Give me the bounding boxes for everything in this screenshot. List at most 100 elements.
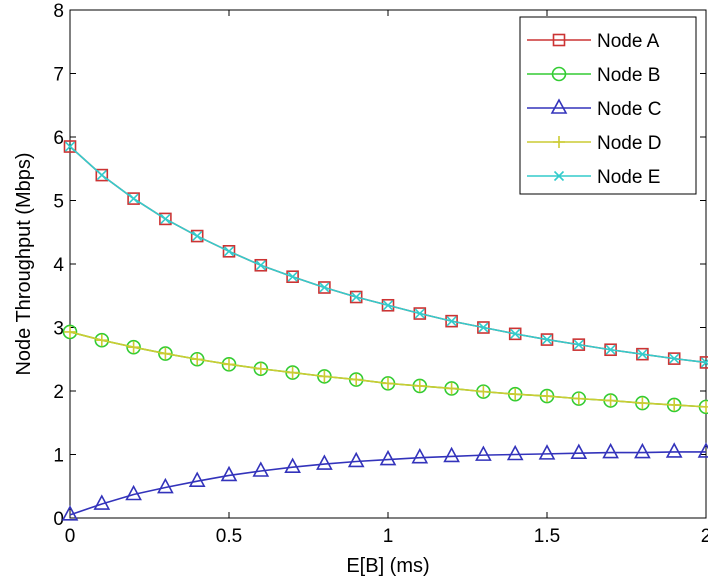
y-tick-label: 0 bbox=[53, 509, 64, 530]
data-point-node-a bbox=[95, 168, 109, 182]
data-point-node-b bbox=[126, 339, 141, 355]
data-point-node-c bbox=[475, 445, 492, 461]
data-point-node-d bbox=[318, 370, 331, 383]
y-tick-label: 4 bbox=[53, 255, 64, 276]
data-point-node-a bbox=[349, 290, 363, 304]
data-point-node-e bbox=[637, 349, 648, 360]
data-point-node-d bbox=[445, 382, 458, 395]
data-point-node-c bbox=[157, 477, 174, 494]
data-point-node-e bbox=[128, 193, 139, 204]
data-point-node-e bbox=[573, 339, 584, 350]
series-node-e bbox=[64, 141, 708, 368]
data-point-node-c bbox=[506, 444, 524, 461]
data-point-node-e bbox=[192, 230, 203, 242]
data-point-node-d bbox=[286, 366, 299, 379]
data-point-node-c bbox=[347, 451, 365, 468]
data-point-node-e bbox=[96, 170, 107, 181]
data-point-node-a bbox=[318, 281, 331, 294]
y-tick-label: 8 bbox=[53, 1, 64, 22]
data-point-node-b bbox=[158, 346, 173, 361]
series-line-node-c bbox=[69, 451, 706, 516]
legend: Node A Node B Node C Node D Node E bbox=[519, 16, 697, 195]
data-point-node-e bbox=[351, 291, 362, 303]
data-point-node-d bbox=[541, 390, 553, 403]
data-point-node-d bbox=[95, 334, 108, 347]
data-point-node-a bbox=[222, 245, 236, 258]
data-point-node-e bbox=[255, 260, 266, 271]
data-point-node-d bbox=[64, 325, 76, 338]
data-point-node-e bbox=[605, 344, 616, 355]
data-point-node-d bbox=[413, 379, 426, 392]
data-point-node-d bbox=[668, 398, 681, 411]
data-point-node-d bbox=[604, 394, 617, 407]
data-point-node-a bbox=[540, 333, 554, 346]
data-point-node-e bbox=[700, 357, 708, 368]
data-point-node-b bbox=[221, 357, 237, 372]
data-point-node-e bbox=[541, 334, 553, 345]
data-point-node-c bbox=[634, 442, 651, 459]
data-point-node-c bbox=[379, 449, 397, 466]
y-tick-label: 3 bbox=[53, 319, 64, 340]
data-point-node-d bbox=[159, 347, 172, 360]
x-tick-label: 0 bbox=[65, 526, 76, 547]
data-point-node-b bbox=[94, 332, 110, 348]
legend-label-node-c: Node C bbox=[597, 99, 661, 120]
y-axis-label: Node Throughput (Mbps) bbox=[13, 152, 35, 375]
legend-marker-node-c bbox=[550, 98, 568, 114]
legend-label-node-b: Node B bbox=[597, 65, 660, 86]
x-tick-label: 1 bbox=[383, 526, 394, 547]
legend-marker-node-e bbox=[553, 170, 565, 182]
data-point-node-c bbox=[93, 494, 111, 510]
legend-label-node-a: Node A bbox=[597, 31, 660, 52]
data-point-node-c bbox=[538, 444, 556, 460]
data-point-node-a bbox=[381, 298, 395, 312]
y-tick-label: 1 bbox=[53, 446, 64, 467]
data-point-node-a bbox=[286, 270, 299, 284]
legend-marker-node-b bbox=[551, 66, 567, 82]
data-point-node-a bbox=[572, 338, 586, 351]
data-point-node-b bbox=[189, 351, 205, 367]
data-point-node-c bbox=[443, 446, 460, 463]
legend-label-node-e: Node E bbox=[597, 167, 660, 188]
data-point-node-e bbox=[446, 316, 457, 327]
data-point-node-c bbox=[665, 442, 683, 458]
data-point-node-d bbox=[636, 397, 649, 410]
data-point-node-a bbox=[190, 229, 204, 243]
data-point-node-c bbox=[125, 484, 142, 501]
data-point-node-a bbox=[254, 258, 268, 272]
data-point-node-c bbox=[188, 471, 206, 487]
data-point-node-b bbox=[62, 324, 78, 340]
legend-marker-node-a bbox=[552, 33, 566, 47]
data-point-node-c bbox=[697, 442, 708, 458]
data-point-node-d bbox=[700, 400, 708, 413]
x-tick-label: 0.5 bbox=[216, 526, 242, 547]
y-tick-label: 2 bbox=[53, 382, 64, 403]
data-point-node-c bbox=[411, 447, 429, 464]
data-point-node-a bbox=[477, 321, 490, 334]
data-point-node-c bbox=[220, 465, 238, 482]
data-point-node-d bbox=[509, 388, 522, 401]
data-point-node-e bbox=[223, 246, 235, 257]
y-tick-label: 7 bbox=[53, 65, 64, 86]
data-point-node-e bbox=[319, 282, 330, 293]
y-tick-label: 5 bbox=[53, 192, 64, 213]
data-point-node-a bbox=[413, 307, 427, 320]
data-point-node-e bbox=[414, 308, 425, 319]
data-point-node-c bbox=[284, 457, 301, 474]
data-point-node-d bbox=[254, 362, 267, 375]
data-point-node-e bbox=[64, 141, 76, 152]
data-point-node-d bbox=[382, 377, 394, 390]
series-node-c bbox=[61, 442, 708, 521]
legend-label-node-d: Node D bbox=[597, 133, 661, 154]
data-point-node-c bbox=[61, 505, 79, 521]
x-tick-label: 2 bbox=[701, 526, 708, 547]
legend-box bbox=[519, 16, 697, 195]
data-point-node-e bbox=[510, 328, 521, 339]
data-point-node-d bbox=[350, 373, 363, 386]
series-layer bbox=[61, 140, 708, 521]
data-point-node-d bbox=[477, 385, 490, 398]
x-tick-label: 1.5 bbox=[534, 526, 560, 547]
data-point-node-e bbox=[287, 271, 298, 282]
data-point-node-e bbox=[478, 322, 489, 333]
